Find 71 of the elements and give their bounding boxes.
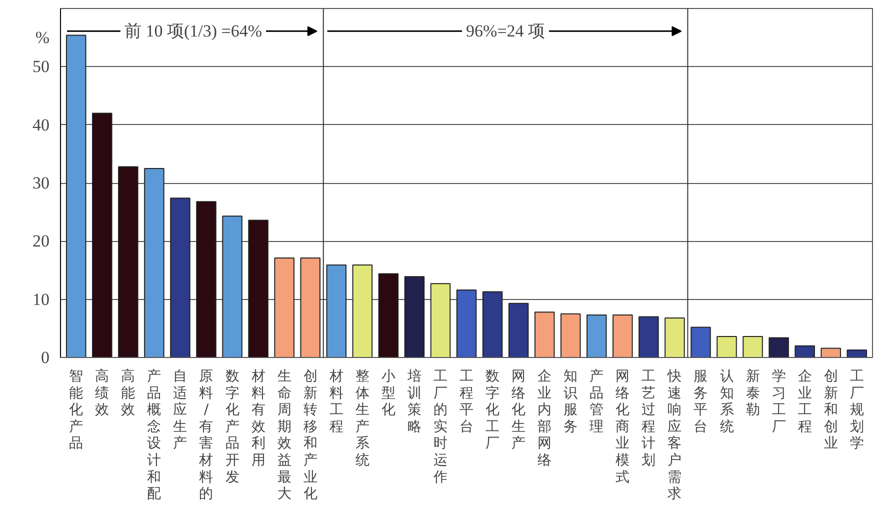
x-tick-label: 原料/有害材料的 [198, 368, 214, 502]
bar [456, 290, 477, 358]
bar [846, 349, 868, 358]
bar [794, 345, 815, 358]
bar [742, 336, 763, 358]
x-tick-label: 整体生产系统 [355, 368, 370, 468]
x-tick-label: 自适应生产 [173, 368, 188, 452]
y-axis-title: % [35, 28, 50, 48]
bar [222, 216, 242, 358]
bar [560, 313, 581, 358]
y-tick-label: 40 [32, 115, 50, 134]
bar [690, 326, 711, 358]
x-tick-label: 网络化生产 [512, 368, 526, 452]
x-tick-label: 数字化产品开发 [225, 368, 240, 486]
bar [612, 314, 633, 358]
bar [248, 220, 268, 358]
bar [586, 314, 607, 358]
x-tick-label: 产品管理 [590, 368, 604, 435]
x-tick-label: 生命周期效益最大 [277, 368, 292, 502]
bar [716, 336, 737, 358]
bar [508, 302, 529, 358]
x-tick-label: 网络化商业模式 [616, 368, 630, 486]
x-tick-label: 材料工程 [328, 368, 344, 435]
x-tick-label: 创新转移和产业化 [303, 368, 318, 502]
x-tick-label: 创新和创业 [824, 368, 838, 452]
bar [404, 276, 425, 358]
x-tick-label: 企业内部网络 [538, 368, 552, 468]
y-tick-label: 0 [41, 348, 50, 367]
x-tick-label: 培训策略 [406, 368, 422, 435]
x-tick-label: 工程平台 [460, 368, 474, 435]
bar [326, 264, 346, 358]
bar [430, 283, 451, 358]
bar [768, 337, 789, 358]
bar [638, 316, 659, 358]
bar [170, 198, 190, 358]
bar [820, 348, 841, 358]
bar [274, 258, 294, 358]
bar [66, 34, 86, 358]
x-tick-label: 认知系统 [720, 368, 734, 435]
bar [664, 317, 685, 358]
bar [118, 166, 138, 358]
x-tick-label: 企业工程 [798, 368, 812, 435]
bar [482, 291, 503, 358]
x-tick-label: 数字化工厂 [486, 368, 500, 452]
y-tick-label: 10 [32, 290, 50, 309]
x-tick-label: 学习工厂 [772, 368, 786, 435]
x-tick-label: 智能化产品 [69, 368, 84, 452]
y-tick-label: 30 [32, 174, 50, 192]
x-tick-label: 服务平台 [694, 368, 708, 435]
bar [300, 258, 320, 358]
x-tick-label: 新泰勒 [746, 368, 760, 418]
y-tick-label: 50 [32, 57, 50, 76]
bar [196, 201, 216, 358]
x-tick-label: 工艺过程计划 [642, 368, 656, 468]
x-tick-label: 产品概念设计和配 [147, 368, 162, 502]
x-tick-label: 小型化 [381, 368, 396, 418]
bar [378, 273, 399, 358]
x-tick-label: 材料有效利用 [250, 368, 266, 468]
bar [534, 312, 555, 358]
x-tick-label: 知识服务 [564, 368, 578, 435]
bar [92, 112, 112, 358]
x-tick-label: 工厂的实时运作 [432, 368, 448, 486]
x-tick-label: 高能效 [121, 368, 136, 418]
y-tick-label: 20 [32, 232, 50, 251]
x-tick-label: 工厂规划学 [850, 368, 864, 452]
x-tick-label: 高绩效 [95, 368, 110, 418]
annotation: 前 10 项(1/3) =64% [124, 22, 262, 41]
annotation: 96%=24 项 [466, 22, 546, 41]
bar [352, 264, 373, 358]
x-tick-label: 快速响应客户需求 [666, 368, 682, 502]
bar [144, 168, 164, 358]
